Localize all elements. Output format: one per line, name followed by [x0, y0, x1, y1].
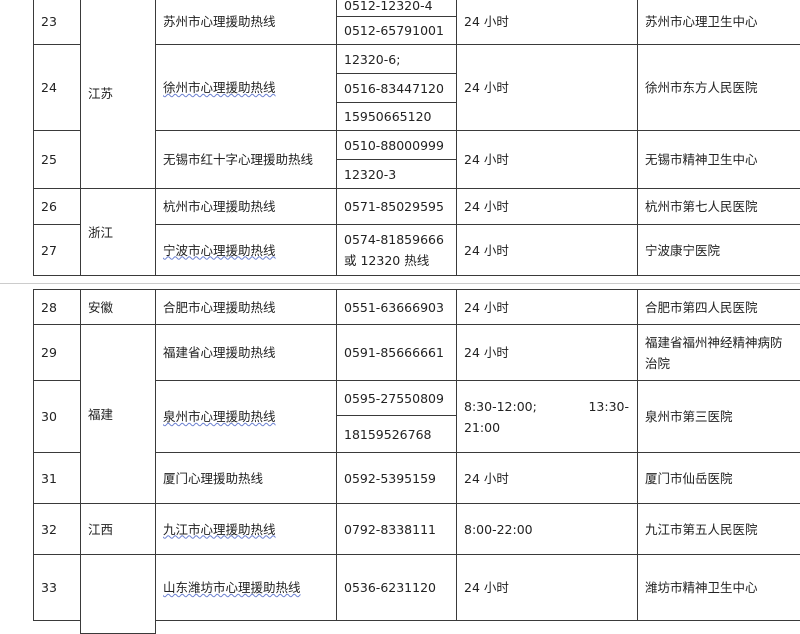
phone-number: 12320-3	[336, 159, 457, 189]
hotline-name: 合肥市心理援助热线	[155, 289, 337, 325]
phone-number: 0510-88000999	[336, 130, 457, 160]
hotline-name: 九江市心理援助热线	[155, 503, 337, 555]
province-cell: 福建	[80, 324, 156, 504]
organization: 泉州市第三医院	[637, 380, 800, 453]
hotline-name-text: 泉州市心理援助热线	[163, 409, 276, 424]
phone-number: 0591-85666661	[336, 324, 457, 381]
organization: 合肥市第四人民医院	[637, 289, 800, 325]
organization: 潍坊市精神卫生中心	[637, 554, 800, 621]
service-hours-line-2: 21:00	[464, 419, 501, 435]
service-hours: 24 小时	[456, 452, 638, 504]
row-number: 31	[33, 452, 81, 504]
row-number: 24	[33, 44, 81, 131]
service-hours: 24 小时	[456, 324, 638, 381]
row-number: 27	[33, 224, 81, 276]
row-number: 32	[33, 503, 81, 555]
service-hours: 24 小时	[456, 224, 638, 276]
row-number: 33	[33, 554, 81, 621]
province-cell: 江西	[80, 503, 156, 555]
service-hours-morning: 8:30-12:00;	[464, 398, 537, 414]
phone-number: 0551-63666903	[336, 289, 457, 325]
province-cell	[80, 554, 156, 634]
row-number: 28	[33, 289, 81, 325]
page-break-line	[0, 283, 800, 284]
phone-number: 0512-65791001	[336, 16, 457, 45]
organization: 福建省福州神经精神病防治院	[637, 324, 800, 381]
organization-text: 厦门市仙岳医院	[645, 470, 733, 486]
phone-number: 0571-85029595	[336, 188, 457, 225]
phone-number: 0592-5395159	[336, 452, 457, 504]
hotline-name-text: 山东潍坊市心理援助热线	[163, 580, 301, 595]
row-number: 26	[33, 188, 81, 225]
organization: 厦门市仙岳医院	[637, 452, 800, 504]
province-cell: 浙江	[80, 188, 156, 276]
service-hours-line-1: 8:30-12:00; 13:30-	[464, 396, 629, 417]
phone-number: 12320-6;	[336, 44, 457, 74]
hotline-name: 苏州市心理援助热线	[155, 0, 337, 45]
phone-number: 0516-83447120	[336, 73, 457, 103]
hotline-name: 泉州市心理援助热线	[155, 380, 337, 453]
row-number: 23	[33, 0, 81, 45]
service-hours: 24 小时	[456, 289, 638, 325]
organization: 九江市第五人民医院	[637, 503, 800, 555]
province-cell: 安徽	[80, 289, 156, 325]
phone-number: 15950665120	[336, 102, 457, 131]
hotline-name: 无锡市红十字心理援助热线	[155, 130, 337, 189]
phone-number: 0792-8338111	[336, 503, 457, 555]
phone-number: 0574-81859666 或 12320 热线	[336, 224, 457, 276]
row-number: 30	[33, 380, 81, 453]
hotline-name-text: 宁波市心理援助热线	[163, 242, 276, 258]
service-hours: 24 小时	[456, 130, 638, 189]
service-hours: 24 小时	[456, 554, 638, 621]
service-hours: 8:30-12:00; 13:30- 21:00	[456, 380, 638, 453]
hotline-name-text: 九江市心理援助热线	[163, 521, 276, 537]
service-hours-afternoon: 13:30-	[588, 398, 629, 414]
phone-number: 0512-12320-4	[336, 0, 457, 17]
hotline-name: 山东潍坊市心理援助热线	[155, 554, 337, 621]
hotline-name: 宁波市心理援助热线	[155, 224, 337, 276]
hotline-name: 福建省心理援助热线	[155, 324, 337, 381]
service-hours: 8:00-22:00	[456, 503, 638, 555]
phone-number: 18159526768	[336, 415, 457, 453]
phone-number: 0536-6231120	[336, 554, 457, 621]
province-cell: 江苏	[80, 0, 156, 189]
service-hours: 24 小时	[456, 0, 638, 45]
organization: 苏州市心理卫生中心	[637, 0, 800, 45]
hotline-name-text: 徐州市心理援助热线	[163, 80, 276, 95]
row-number: 29	[33, 324, 81, 381]
organization: 杭州市第七人民医院	[637, 188, 800, 225]
organization: 徐州市东方人民医院	[637, 44, 800, 131]
hotline-name: 徐州市心理援助热线	[155, 44, 337, 131]
service-hours: 24 小时	[456, 188, 638, 225]
organization: 无锡市精神卫生中心	[637, 130, 800, 189]
organization: 宁波康宁医院	[637, 224, 800, 276]
row-number: 25	[33, 130, 81, 189]
hotline-name: 杭州市心理援助热线	[155, 188, 337, 225]
phone-number: 0595-27550809	[336, 380, 457, 416]
hotline-name: 厦门心理援助热线	[155, 452, 337, 504]
service-hours: 24 小时	[456, 44, 638, 131]
